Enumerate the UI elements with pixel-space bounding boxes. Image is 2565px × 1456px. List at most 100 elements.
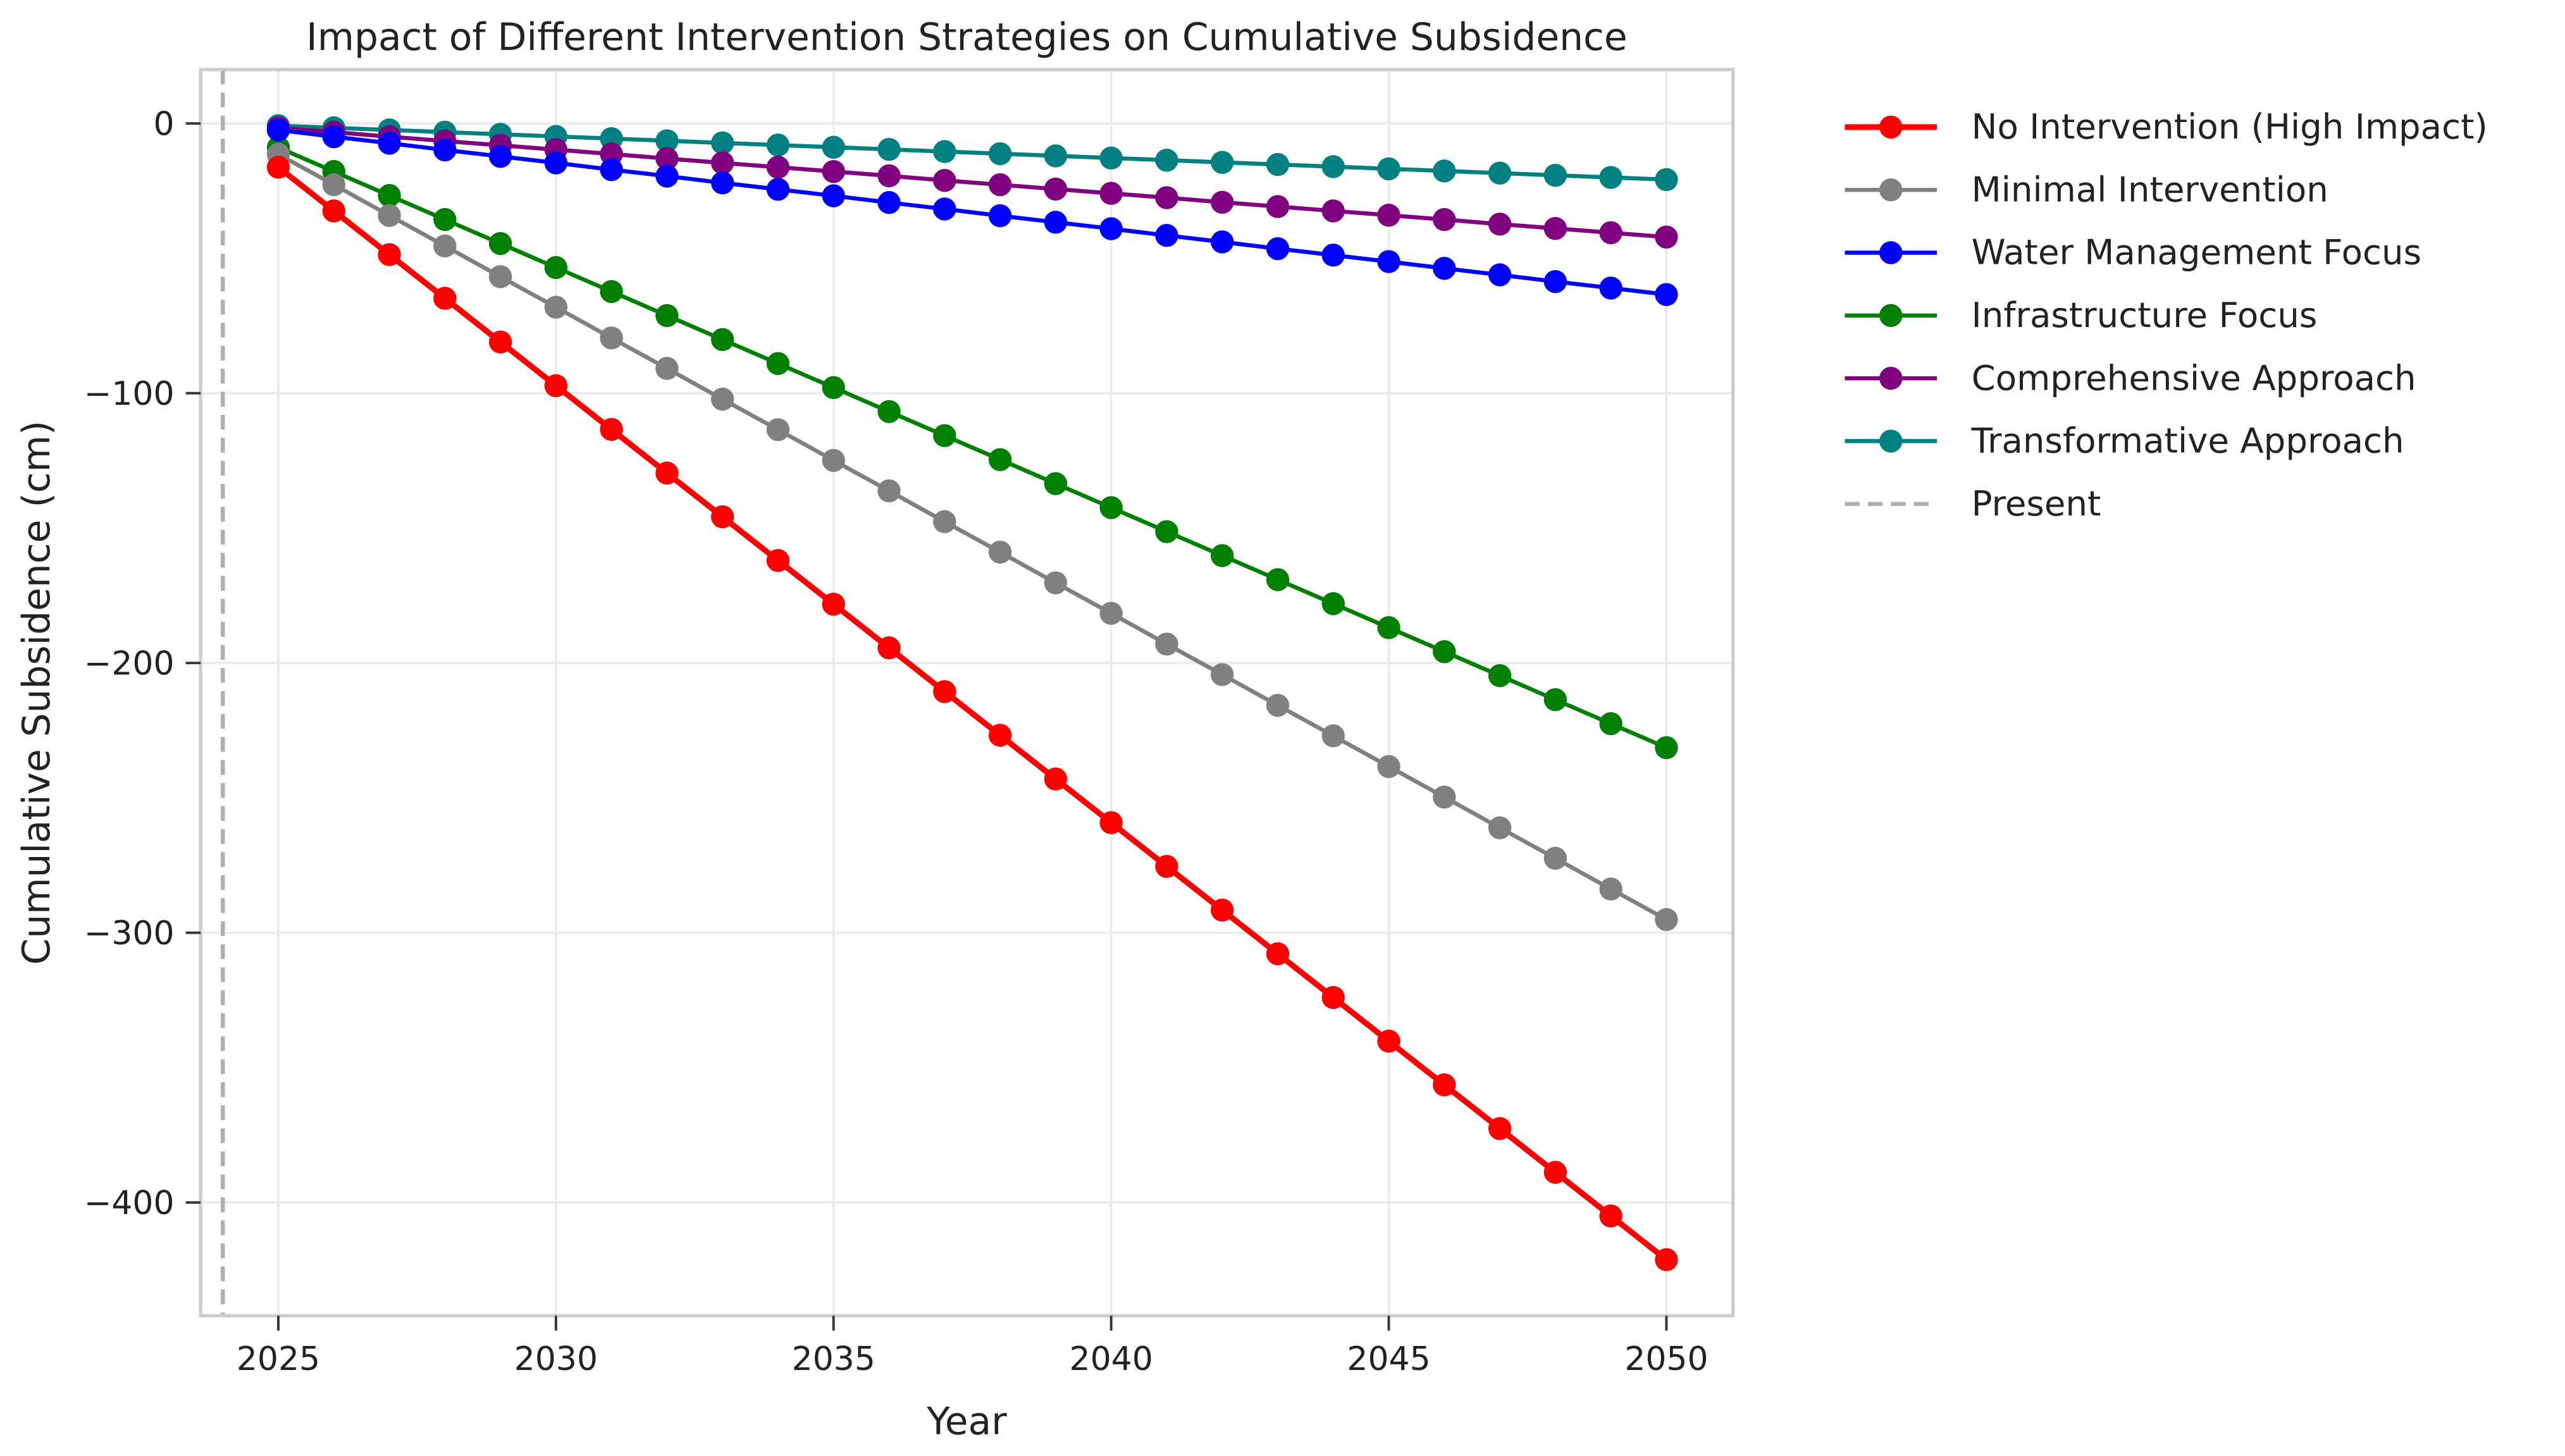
data-point bbox=[655, 164, 679, 188]
data-point bbox=[877, 479, 901, 503]
series-line bbox=[278, 125, 1667, 240]
axes-frame bbox=[199, 68, 1735, 1317]
data-point bbox=[1099, 811, 1123, 834]
data-point bbox=[766, 133, 790, 157]
data-point bbox=[1266, 237, 1290, 261]
data-point bbox=[1543, 216, 1567, 240]
data-point bbox=[1266, 152, 1290, 176]
data-point bbox=[378, 243, 401, 266]
plot-area bbox=[220, 69, 1678, 1316]
data-point bbox=[1433, 640, 1456, 663]
data-point bbox=[1599, 1204, 1622, 1228]
legend-label: No Intervention (High Impact) bbox=[1972, 106, 2488, 147]
x-axis-label: Year bbox=[926, 1400, 1007, 1443]
data-point bbox=[322, 199, 345, 223]
data-point bbox=[1321, 155, 1345, 178]
data-point bbox=[378, 204, 401, 227]
data-point bbox=[1655, 1248, 1678, 1271]
data-point bbox=[1488, 1117, 1512, 1140]
series-minimal-intervention bbox=[266, 142, 1678, 931]
y-tick-label: −300 bbox=[84, 915, 175, 953]
data-point bbox=[1099, 217, 1123, 240]
data-point bbox=[1433, 207, 1456, 231]
data-point bbox=[1377, 755, 1400, 779]
legend-label: Minimal Intervention bbox=[1972, 169, 2328, 209]
data-point bbox=[1044, 177, 1068, 201]
data-point bbox=[1488, 161, 1512, 185]
data-point bbox=[988, 173, 1012, 197]
data-point bbox=[711, 505, 734, 529]
data-point bbox=[1599, 221, 1622, 245]
data-point bbox=[766, 178, 790, 201]
data-point bbox=[1321, 724, 1345, 748]
data-point bbox=[1044, 571, 1068, 595]
data-point bbox=[1655, 168, 1678, 192]
legend-swatch-marker bbox=[1879, 241, 1903, 264]
legend-label: Infrastructure Focus bbox=[1972, 295, 2318, 335]
data-point bbox=[1543, 269, 1567, 293]
data-point bbox=[433, 138, 457, 162]
series-no-intervention-high-impact- bbox=[266, 156, 1678, 1271]
data-point bbox=[1599, 276, 1622, 300]
x-tick-label: 2025 bbox=[237, 1340, 320, 1378]
data-point bbox=[1099, 496, 1123, 519]
data-point bbox=[1044, 211, 1068, 234]
data-point bbox=[1210, 898, 1234, 922]
data-point bbox=[933, 680, 956, 703]
data-point bbox=[1377, 1029, 1400, 1053]
data-point bbox=[1321, 244, 1345, 267]
data-point bbox=[822, 159, 845, 183]
data-point bbox=[1433, 257, 1456, 280]
data-point bbox=[1599, 166, 1622, 189]
data-point bbox=[1433, 1073, 1456, 1097]
data-point bbox=[822, 376, 845, 399]
data-point bbox=[433, 207, 457, 231]
x-tick-label: 2040 bbox=[1070, 1340, 1153, 1378]
data-point bbox=[1543, 1161, 1567, 1184]
data-point bbox=[988, 448, 1012, 471]
data-point bbox=[766, 548, 790, 572]
data-point bbox=[988, 204, 1012, 228]
data-point bbox=[655, 461, 679, 485]
series-water-management-focus bbox=[266, 118, 1678, 306]
data-point bbox=[1210, 151, 1234, 174]
data-point bbox=[600, 326, 623, 350]
data-point bbox=[1377, 204, 1400, 227]
series-line bbox=[276, 164, 1669, 1262]
data-point bbox=[544, 374, 568, 397]
data-point bbox=[433, 287, 457, 310]
data-point bbox=[711, 387, 734, 411]
data-point bbox=[544, 256, 568, 280]
data-point bbox=[988, 724, 1012, 747]
data-point bbox=[655, 357, 679, 380]
series-line bbox=[278, 123, 1667, 182]
data-point bbox=[766, 156, 790, 179]
ticks: 2025 2030 2035 2040 2045 2050 0 −100 −200 −300 −40… bbox=[84, 105, 1709, 1378]
data-point bbox=[822, 135, 845, 159]
legend-label: Present bbox=[1972, 483, 2101, 524]
x-tick-label: 2030 bbox=[514, 1340, 598, 1378]
data-point bbox=[877, 164, 901, 188]
data-point bbox=[1433, 159, 1456, 183]
data-point bbox=[711, 131, 734, 155]
data-point bbox=[1543, 846, 1567, 870]
data-point bbox=[1044, 144, 1068, 168]
data-point bbox=[1155, 149, 1178, 172]
data-point bbox=[488, 330, 512, 354]
data-point bbox=[655, 304, 679, 328]
data-point bbox=[1266, 942, 1290, 966]
series-line bbox=[277, 145, 1667, 750]
legend-swatch-marker bbox=[1879, 115, 1903, 139]
legend-swatch-marker bbox=[1879, 366, 1903, 390]
data-point bbox=[1266, 693, 1290, 717]
data-point bbox=[1433, 785, 1456, 809]
data-point bbox=[600, 417, 623, 441]
data-point bbox=[1099, 602, 1123, 625]
data-point bbox=[1155, 224, 1178, 247]
data-point bbox=[1655, 736, 1678, 760]
data-point bbox=[1155, 186, 1178, 209]
data-point bbox=[1321, 592, 1345, 615]
data-point bbox=[1377, 250, 1400, 273]
data-point bbox=[1321, 985, 1345, 1009]
